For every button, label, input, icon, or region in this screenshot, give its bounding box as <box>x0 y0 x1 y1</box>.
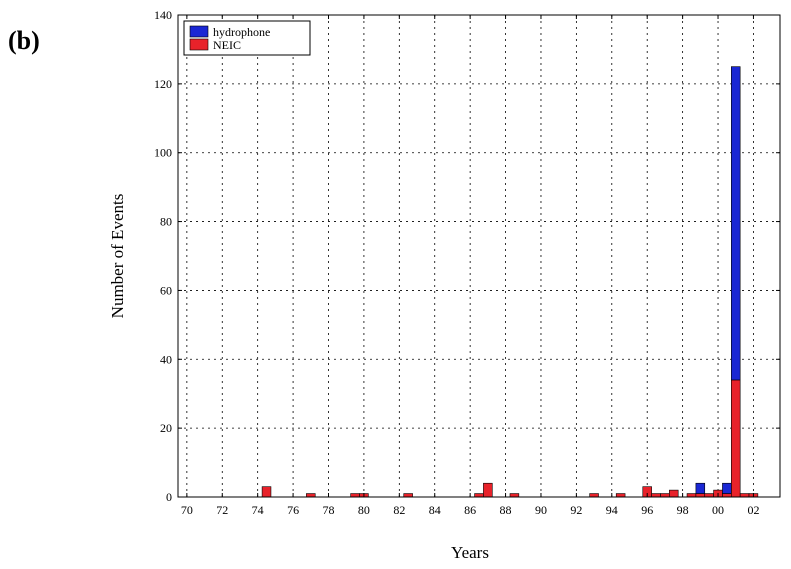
panel-label: (b) <box>8 26 40 55</box>
bar-neic <box>261 486 272 498</box>
legend-swatch-hydrophone <box>189 25 209 38</box>
bar-neic <box>509 493 520 498</box>
x-tick-label: 92 <box>570 503 582 517</box>
x-tick-label: 98 <box>677 503 689 517</box>
y-tick-label: 100 <box>154 146 172 160</box>
bar-neic <box>739 493 750 498</box>
y-tick-label: 60 <box>160 283 172 297</box>
bar-neic <box>660 493 670 498</box>
x-tick-label: 96 <box>641 503 653 517</box>
plot-frame <box>177 14 781 498</box>
x-tick-label: 80 <box>358 503 370 517</box>
grid <box>178 15 780 497</box>
bar-neic <box>306 493 316 498</box>
x-tick-label: 74 <box>252 503 264 517</box>
bar-neic <box>615 493 626 498</box>
x-tick-label: 00 <box>712 503 724 517</box>
bar-neic <box>669 489 679 498</box>
bar-neic <box>704 493 714 498</box>
y-axis-label: Number of Events <box>108 194 127 319</box>
x-tick-label: 94 <box>606 503 618 517</box>
x-tick-label: 88 <box>500 503 512 517</box>
x-tick-label: 02 <box>747 503 759 517</box>
legend-label-neic: NEIC <box>213 38 241 52</box>
bar-hydrophone <box>722 482 732 494</box>
bar-neic <box>474 493 484 498</box>
x-tick-label: 90 <box>535 503 547 517</box>
y-tick-label: 80 <box>160 215 172 229</box>
bar-neic <box>651 493 661 498</box>
legend-swatch-neic <box>189 38 209 51</box>
x-tick-label: 84 <box>429 503 441 517</box>
bar-neic <box>731 379 741 498</box>
bar-neic <box>722 493 732 498</box>
x-tick-label: 78 <box>323 503 335 517</box>
y-tick-label: 20 <box>160 421 172 435</box>
x-tick-label: 86 <box>464 503 476 517</box>
bar-neic <box>589 493 599 498</box>
bar-neic <box>695 493 706 498</box>
y-tick-label: 140 <box>154 8 172 22</box>
bar-hydrophone <box>731 66 741 381</box>
bar-neic <box>403 493 413 498</box>
x-tick-label: 82 <box>393 503 405 517</box>
x-tick-label: 76 <box>287 503 299 517</box>
x-tick-label: 70 <box>181 503 193 517</box>
bar-neic <box>350 493 360 498</box>
y-tick-label: 40 <box>160 352 172 366</box>
bar-neic <box>686 493 697 498</box>
bar-hydrophone <box>695 482 706 494</box>
ticks: 70 72 74 76 78 80 82 84 86 88 90 92 94 96 98 00 02 0 20 40 6… <box>154 8 780 517</box>
y-tick-label: 0 <box>166 490 172 504</box>
legend-label-hydrophone: hydrophone <box>213 25 270 39</box>
bar-neic <box>483 482 493 498</box>
y-tick-label: 120 <box>154 77 172 91</box>
plot-area <box>178 15 780 497</box>
x-tick-label: 72 <box>216 503 228 517</box>
x-axis-label: Years <box>451 543 489 562</box>
